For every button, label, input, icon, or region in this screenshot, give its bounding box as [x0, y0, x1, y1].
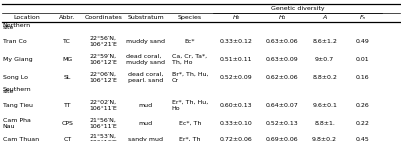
Text: Coordinates: Coordinates: [84, 15, 122, 20]
Text: 0.64±0.07: 0.64±0.07: [265, 103, 298, 108]
Text: Ec*, Th: Ec*, Th: [178, 121, 200, 126]
Text: Substratum: Substratum: [127, 15, 164, 20]
Text: 0.60±0.13: 0.60±0.13: [219, 103, 252, 108]
Text: dead coral,
muddy sand: dead coral, muddy sand: [126, 54, 165, 65]
Text: 0.49: 0.49: [355, 39, 369, 44]
Text: TT: TT: [63, 103, 71, 108]
Text: mud: mud: [138, 103, 152, 108]
Text: 22°56′N,
106°21′E: 22°56′N, 106°21′E: [89, 36, 117, 47]
Text: Er*, Th: Er*, Th: [179, 137, 200, 141]
Text: Er*, Th, Hu,
Ho: Er*, Th, Hu, Ho: [171, 100, 208, 111]
Text: TC: TC: [63, 39, 71, 44]
Text: 0.16: 0.16: [355, 75, 369, 80]
Text: 22°59′N,
106°12′E: 22°59′N, 106°12′E: [89, 54, 117, 65]
Text: 0.26: 0.26: [355, 103, 369, 108]
Text: Northern: Northern: [3, 23, 31, 28]
Text: CT: CT: [63, 137, 71, 141]
Text: Southern: Southern: [3, 87, 31, 92]
Text: H₀: H₀: [232, 15, 239, 20]
Text: 21°56′N,
106°11′E: 21°56′N, 106°11′E: [89, 118, 117, 129]
Text: 9±0.7: 9±0.7: [314, 57, 333, 62]
Text: 21°53′N,
106°16′E: 21°53′N, 106°16′E: [89, 134, 117, 141]
Text: Cam Pha
Nau: Cam Pha Nau: [3, 118, 30, 129]
Text: 0.72±0.06: 0.72±0.06: [219, 137, 252, 141]
Text: Song Lo: Song Lo: [3, 75, 28, 80]
Text: Ca, Cr, Ta*,
Th, Ho: Ca, Cr, Ta*, Th, Ho: [172, 54, 207, 65]
Text: CPS: CPS: [61, 121, 73, 126]
Text: H₁: H₁: [278, 15, 286, 20]
Text: 0.62±0.06: 0.62±0.06: [265, 75, 298, 80]
Text: 8.8±1.: 8.8±1.: [314, 121, 334, 126]
Text: Location: Location: [14, 15, 41, 20]
Text: 0.52±0.13: 0.52±0.13: [265, 121, 298, 126]
Text: dead coral,
pearl. sand: dead coral, pearl. sand: [128, 72, 163, 83]
Text: A: A: [322, 15, 326, 20]
Text: 8.6±1.2: 8.6±1.2: [312, 39, 336, 44]
Text: 0.33±0.10: 0.33±0.10: [219, 121, 252, 126]
Text: 0.33±0.12: 0.33±0.12: [219, 39, 252, 44]
Text: Fₙ: Fₙ: [359, 15, 365, 20]
Text: 0.22: 0.22: [355, 121, 369, 126]
Text: 8.8±0.2: 8.8±0.2: [312, 75, 336, 80]
Text: site: site: [3, 89, 14, 94]
Text: 22°02′N,
106°11′E: 22°02′N, 106°11′E: [89, 100, 117, 111]
Text: Species: Species: [177, 15, 202, 20]
Text: Cam Thuan: Cam Thuan: [3, 137, 39, 141]
Text: SL: SL: [63, 75, 71, 80]
Text: 0.45: 0.45: [355, 137, 369, 141]
Text: 22°06′N,
106°12′E: 22°06′N, 106°12′E: [89, 72, 117, 83]
Text: mud: mud: [138, 121, 152, 126]
Text: Ec*: Ec*: [184, 39, 195, 44]
Text: 0.63±0.09: 0.63±0.09: [265, 57, 298, 62]
Text: Genetic diversity: Genetic diversity: [270, 6, 324, 11]
Text: 0.63±0.06: 0.63±0.06: [265, 39, 298, 44]
Text: Br*, Th, Hu,
Cr: Br*, Th, Hu, Cr: [171, 72, 208, 83]
Text: MG: MG: [62, 57, 72, 62]
Text: 0.52±0.09: 0.52±0.09: [219, 75, 252, 80]
Text: 0.69±0.06: 0.69±0.06: [265, 137, 298, 141]
Text: 0.51±0.11: 0.51±0.11: [219, 57, 252, 62]
Text: Tran Co: Tran Co: [3, 39, 26, 44]
Text: site: site: [3, 25, 14, 30]
Text: 9.6±0.1: 9.6±0.1: [312, 103, 336, 108]
Text: 9.8±0.2: 9.8±0.2: [311, 137, 336, 141]
Text: My Giang: My Giang: [3, 57, 32, 62]
Text: Abbr.: Abbr.: [59, 15, 75, 20]
Text: sandy mud: sandy mud: [128, 137, 163, 141]
Text: Tang Tieu: Tang Tieu: [3, 103, 33, 108]
Text: 0.01: 0.01: [355, 57, 369, 62]
Text: muddy sand: muddy sand: [126, 39, 165, 44]
